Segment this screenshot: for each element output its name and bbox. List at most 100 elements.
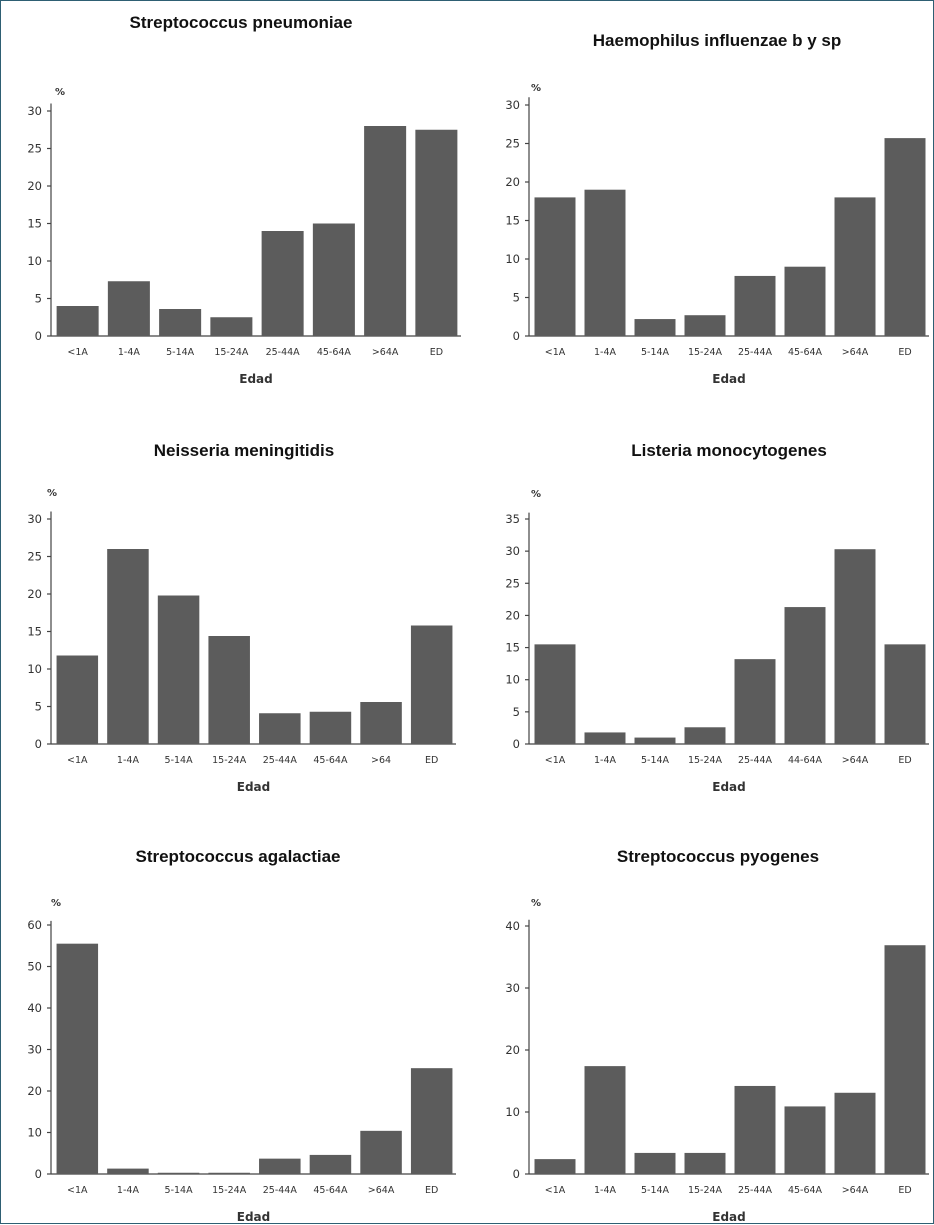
bar-2 [107,281,150,336]
x-tick-label: 5-14A [641,347,670,358]
x-tick-label: 5-14A [641,755,670,766]
bar-4 [684,727,726,744]
y-tick-label: 0 [35,329,42,343]
x-tick-label: >64A [842,755,869,766]
x-tick-label: 45-64A [313,755,348,766]
bar-8 [884,644,926,744]
x-tick-label: 1-4A [594,347,617,358]
y-tick-label: 30 [505,981,520,995]
bar-5 [734,275,776,336]
x-tick-label: >64A [842,347,869,358]
bar-1 [56,306,99,336]
bar-3 [634,319,676,336]
bar-7 [364,126,407,336]
y-tick-label: 5 [513,705,520,719]
x-tick-label: 45-64A [317,347,352,358]
x-tick-label: 45-64A [788,347,823,358]
x-tick-label: <1A [545,347,566,358]
y-tick-label: 20 [27,587,42,601]
x-tick-label: 25-44A [738,347,773,358]
y-tick-label: 15 [27,217,42,231]
bar-7 [360,1130,402,1174]
y-tick-label: 10 [505,252,520,266]
x-axis-label: Edad [712,372,745,386]
x-tick-label: 15-24A [688,755,723,766]
y-axis-unit: % [51,898,61,909]
y-tick-label: 0 [35,737,42,751]
bar-6 [309,711,352,744]
x-tick-label: 45-64A [313,1185,348,1196]
y-tick-label: 5 [35,700,42,714]
bar-4 [208,636,250,744]
x-tick-label: <1A [67,755,88,766]
x-tick-label: ED [430,347,443,358]
bar-3 [157,1172,200,1174]
y-axis-unit: % [55,87,65,98]
bar-5 [261,231,304,336]
x-tick-label: >64A [368,1185,395,1196]
x-tick-label: ED [898,755,911,766]
y-tick-label: 30 [505,544,520,558]
bar-2 [584,189,626,336]
y-axis-unit: % [531,898,541,909]
x-tick-label: 25-44A [266,347,301,358]
bar-8 [415,129,458,336]
x-tick-label: 25-44A [738,1185,773,1196]
y-tick-label: 0 [513,329,520,343]
chart-panel-5: Streptococcus agalactiae% 0 10 20 30 40 50 60 <1… [27,847,456,1224]
y-tick-label: 30 [505,98,520,112]
x-tick-label: ED [898,347,911,358]
y-tick-label: 0 [513,737,520,751]
y-tick-label: 10 [505,673,520,687]
bar-6 [312,223,355,336]
y-tick-label: 0 [513,1167,520,1181]
y-tick-label: 40 [505,919,520,933]
chart-title: Listeria monocytogenes [631,441,827,460]
bar-4 [210,317,253,336]
x-tick-label: 25-44A [263,755,298,766]
x-tick-label: >64A [372,347,399,358]
x-tick-label: ED [898,1185,911,1196]
chart-title: Haemophilus influenzae b y sp [593,31,841,50]
x-tick-label: >64A [842,1185,869,1196]
y-tick-label: 50 [27,960,42,974]
bar-2 [107,549,149,744]
bar-3 [634,737,676,744]
y-tick-label: 30 [27,512,42,526]
bar-1 [534,1159,576,1174]
y-tick-label: 30 [27,1043,42,1057]
y-tick-label: 25 [27,142,42,156]
chart-panel-2: Haemophilus influenzae b y sp% 0 5 10 15 20 25… [505,31,929,386]
chart-title: Neisseria meningitidis [154,441,334,460]
x-tick-label: 5-14A [641,1185,670,1196]
y-tick-label: 20 [27,1084,42,1098]
bar-6 [784,1106,826,1174]
x-tick-label: 15-24A [688,347,723,358]
x-tick-label: >64 [371,755,391,766]
x-axis-label: Edad [712,1210,745,1224]
chart-title: Streptococcus agalactiae [135,847,340,866]
x-tick-label: <1A [545,1185,566,1196]
bar-7 [834,197,876,336]
bar-6 [309,1154,352,1174]
y-tick-label: 15 [505,641,520,655]
y-tick-label: 15 [505,214,520,228]
x-tick-label: <1A [67,1185,88,1196]
bar-4 [208,1172,250,1174]
y-tick-label: 25 [27,550,42,564]
bar-1 [534,644,576,744]
x-tick-label: <1A [545,755,566,766]
x-tick-label: 15-24A [214,347,249,358]
x-tick-label: 15-24A [688,1185,723,1196]
bar-2 [584,1066,626,1174]
bar-5 [259,713,301,744]
y-tick-label: 60 [27,918,42,932]
x-tick-label: 15-24A [212,1185,247,1196]
bar-2 [584,732,626,744]
bar-1 [56,943,99,1174]
x-tick-label: 25-44A [738,755,773,766]
bar-1 [56,655,99,744]
bar-8 [884,138,926,336]
y-tick-label: 10 [27,1126,42,1140]
